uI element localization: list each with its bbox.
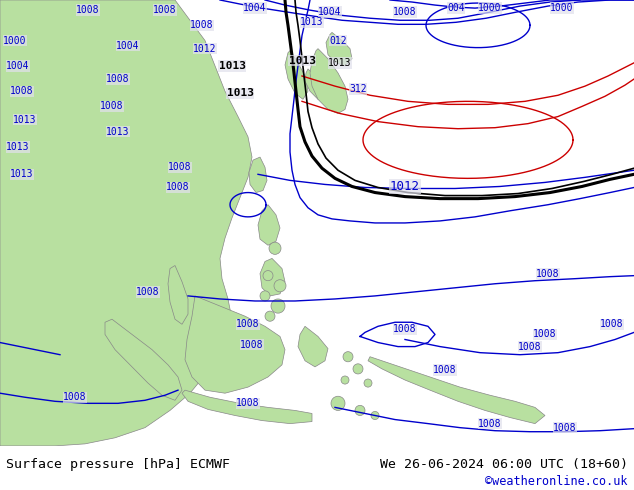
Text: 1013: 1013 [10,170,34,179]
Text: 1008: 1008 [63,392,87,402]
Polygon shape [105,319,182,400]
Polygon shape [182,390,312,423]
Text: 1008: 1008 [393,7,417,17]
Text: 1008: 1008 [433,365,456,375]
Text: 1008: 1008 [76,5,100,15]
Text: 1008: 1008 [236,398,260,408]
Polygon shape [260,258,285,296]
Text: 1008: 1008 [393,324,417,334]
Polygon shape [185,296,285,393]
Text: 1008: 1008 [236,319,260,329]
Circle shape [269,242,281,254]
Circle shape [271,299,285,313]
Polygon shape [305,69,328,101]
Text: 1012: 1012 [193,44,217,53]
Polygon shape [285,50,308,99]
Polygon shape [249,157,267,193]
Polygon shape [258,205,280,245]
Text: 1008: 1008 [107,74,130,84]
Text: 1000: 1000 [3,36,27,46]
Text: 1008: 1008 [600,319,624,329]
Text: 1008: 1008 [536,269,560,279]
Text: 1008: 1008 [553,423,577,433]
Text: 1008: 1008 [166,182,190,193]
Text: 1013: 1013 [226,88,254,98]
Text: ©weatheronline.co.uk: ©weatheronline.co.uk [485,475,628,488]
Text: 1004: 1004 [116,41,139,50]
Text: 1008: 1008 [168,162,191,172]
Circle shape [371,412,379,419]
Circle shape [260,291,270,301]
Polygon shape [310,49,348,114]
Text: 1008: 1008 [100,101,124,111]
Text: 1013: 1013 [288,56,316,66]
Circle shape [343,352,353,362]
Text: 1004: 1004 [318,7,342,17]
Text: 1013: 1013 [13,115,37,124]
Text: 1008: 1008 [478,418,501,429]
Polygon shape [0,0,252,446]
Text: Surface pressure [hPa] ECMWF: Surface pressure [hPa] ECMWF [6,458,230,471]
Circle shape [331,396,345,411]
Text: We 26-06-2024 06:00 UTC (18+60): We 26-06-2024 06:00 UTC (18+60) [380,458,628,471]
Circle shape [341,376,349,384]
Circle shape [355,405,365,416]
Text: 1008: 1008 [533,329,557,340]
Text: 1000: 1000 [478,3,501,13]
Text: 1008: 1008 [190,21,214,30]
Polygon shape [298,326,328,367]
Circle shape [263,270,273,281]
Circle shape [353,364,363,374]
Text: 1008: 1008 [518,342,541,352]
Circle shape [274,280,286,292]
Text: 012: 012 [329,36,347,46]
Text: 1013: 1013 [219,61,245,71]
Text: 1000: 1000 [550,3,574,13]
Text: 004: 004 [447,3,465,13]
Text: 1008: 1008 [10,86,34,96]
Text: 1008: 1008 [240,340,264,349]
Text: 1013: 1013 [107,127,130,137]
Circle shape [364,379,372,387]
Polygon shape [168,266,188,324]
Text: 312: 312 [349,84,367,94]
Circle shape [265,311,275,321]
Polygon shape [326,32,352,66]
Text: 1013: 1013 [328,58,352,68]
Polygon shape [368,357,545,423]
Text: 1013: 1013 [6,142,30,152]
Text: 1012: 1012 [390,180,420,193]
Text: 1004: 1004 [243,3,267,13]
Text: 1008: 1008 [136,287,160,297]
Text: 1013: 1013 [301,17,324,27]
Text: 1004: 1004 [6,61,30,71]
Text: 1008: 1008 [153,5,177,15]
